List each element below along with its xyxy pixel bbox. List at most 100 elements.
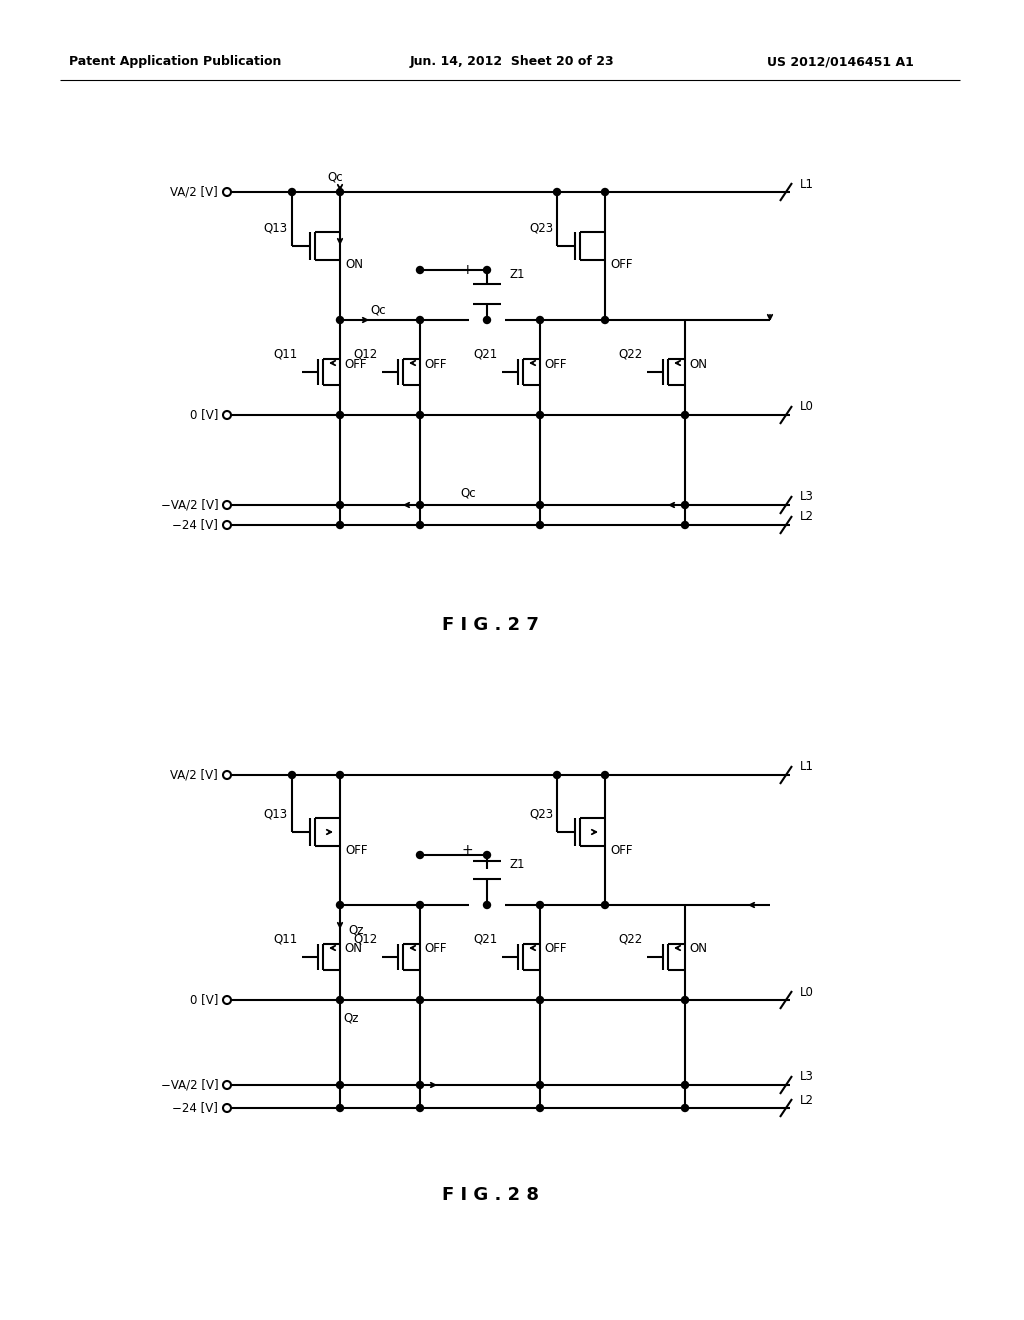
Text: Q21: Q21 — [474, 347, 498, 360]
Circle shape — [537, 997, 544, 1003]
Circle shape — [337, 502, 343, 508]
Text: Qc: Qc — [328, 170, 343, 183]
Circle shape — [554, 771, 560, 779]
Text: L2: L2 — [800, 511, 814, 524]
Circle shape — [682, 502, 688, 508]
Circle shape — [537, 1105, 544, 1111]
Circle shape — [537, 521, 544, 528]
Text: Qz: Qz — [343, 1011, 358, 1024]
Circle shape — [483, 851, 490, 858]
Text: ON: ON — [689, 942, 707, 956]
Text: OFF: OFF — [424, 358, 446, 371]
Circle shape — [337, 1081, 343, 1089]
Text: F I G . 2 8: F I G . 2 8 — [441, 1185, 539, 1204]
Circle shape — [537, 1081, 544, 1089]
Text: Z1: Z1 — [509, 268, 524, 281]
Text: L1: L1 — [800, 177, 814, 190]
Text: OFF: OFF — [544, 358, 566, 371]
Text: Q22: Q22 — [618, 347, 643, 360]
Text: ON: ON — [689, 358, 707, 371]
Text: Q23: Q23 — [528, 222, 553, 235]
Circle shape — [337, 189, 343, 195]
Text: Q11: Q11 — [273, 347, 298, 360]
Circle shape — [337, 317, 343, 323]
Text: 0 [V]: 0 [V] — [189, 994, 222, 1006]
Text: US 2012/0146451 A1: US 2012/0146451 A1 — [767, 55, 913, 69]
Text: Qc: Qc — [370, 304, 386, 317]
Text: ON: ON — [345, 257, 362, 271]
Circle shape — [483, 902, 490, 908]
Text: L0: L0 — [800, 986, 814, 998]
Text: OFF: OFF — [344, 358, 367, 371]
Circle shape — [417, 902, 424, 908]
Text: Q11: Q11 — [273, 932, 298, 945]
Text: ON: ON — [344, 942, 362, 956]
Text: F I G . 2 7: F I G . 2 7 — [441, 616, 539, 634]
Circle shape — [682, 521, 688, 528]
Text: OFF: OFF — [345, 843, 368, 857]
Circle shape — [601, 771, 608, 779]
Text: OFF: OFF — [610, 843, 633, 857]
Circle shape — [483, 267, 490, 273]
Text: L0: L0 — [800, 400, 814, 413]
Text: VA/2 [V]: VA/2 [V] — [171, 186, 222, 198]
Circle shape — [289, 771, 296, 779]
Circle shape — [417, 1081, 424, 1089]
Circle shape — [337, 1105, 343, 1111]
Text: Qz: Qz — [348, 924, 364, 936]
Text: Jun. 14, 2012  Sheet 20 of 23: Jun. 14, 2012 Sheet 20 of 23 — [410, 55, 614, 69]
Text: Q12: Q12 — [353, 932, 378, 945]
Circle shape — [682, 412, 688, 418]
Text: OFF: OFF — [424, 942, 446, 956]
Text: L3: L3 — [800, 491, 814, 503]
Text: 0 [V]: 0 [V] — [189, 408, 222, 421]
Circle shape — [601, 189, 608, 195]
Circle shape — [537, 412, 544, 418]
Text: Q12: Q12 — [353, 347, 378, 360]
Text: L2: L2 — [800, 1093, 814, 1106]
Circle shape — [537, 902, 544, 908]
Text: +: + — [461, 843, 473, 857]
Circle shape — [682, 1081, 688, 1089]
Text: Qc: Qc — [460, 487, 475, 499]
Circle shape — [537, 502, 544, 508]
Circle shape — [417, 997, 424, 1003]
Text: +: + — [461, 263, 473, 277]
Circle shape — [554, 189, 560, 195]
Circle shape — [682, 997, 688, 1003]
Text: L3: L3 — [800, 1071, 814, 1084]
Circle shape — [417, 851, 424, 858]
Circle shape — [337, 412, 343, 418]
Text: Q21: Q21 — [474, 932, 498, 945]
Text: L1: L1 — [800, 760, 814, 774]
Text: VA/2 [V]: VA/2 [V] — [171, 768, 222, 781]
Circle shape — [417, 412, 424, 418]
Circle shape — [417, 1105, 424, 1111]
Circle shape — [417, 267, 424, 273]
Text: OFF: OFF — [544, 942, 566, 956]
Text: OFF: OFF — [610, 257, 633, 271]
Circle shape — [417, 521, 424, 528]
Text: −VA/2 [V]: −VA/2 [V] — [161, 1078, 222, 1092]
Text: −24 [V]: −24 [V] — [172, 1101, 222, 1114]
Circle shape — [601, 902, 608, 908]
Text: Q13: Q13 — [264, 808, 288, 821]
Text: Z1: Z1 — [509, 858, 524, 871]
Circle shape — [417, 317, 424, 323]
Text: −VA/2 [V]: −VA/2 [V] — [161, 499, 222, 511]
Circle shape — [337, 771, 343, 779]
Text: Patent Application Publication: Patent Application Publication — [69, 55, 282, 69]
Circle shape — [337, 902, 343, 908]
Text: Q22: Q22 — [618, 932, 643, 945]
Text: −24 [V]: −24 [V] — [172, 519, 222, 532]
Circle shape — [682, 1105, 688, 1111]
Circle shape — [337, 997, 343, 1003]
Text: Q23: Q23 — [528, 808, 553, 821]
Circle shape — [417, 502, 424, 508]
Circle shape — [601, 317, 608, 323]
Circle shape — [289, 189, 296, 195]
Circle shape — [337, 521, 343, 528]
Circle shape — [537, 317, 544, 323]
Circle shape — [483, 317, 490, 323]
Text: Q13: Q13 — [264, 222, 288, 235]
